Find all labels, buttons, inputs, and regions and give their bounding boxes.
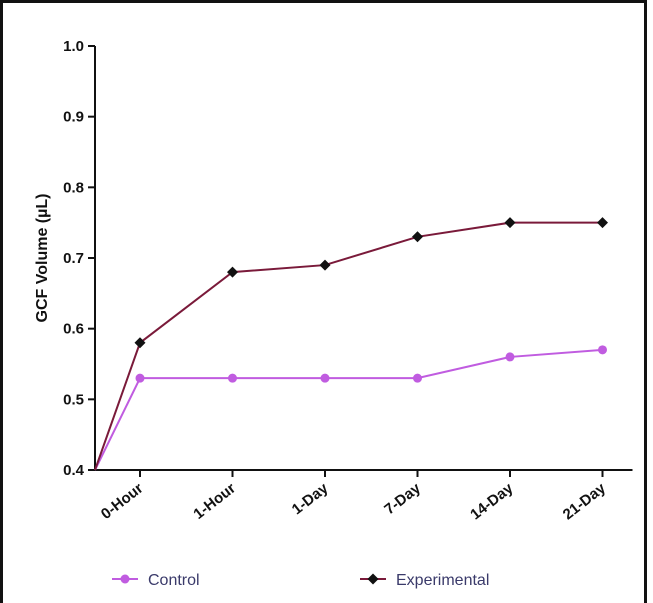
data-point [412, 231, 423, 243]
data-point [228, 373, 237, 383]
data-point [134, 337, 146, 349]
y-axis-title: GCF Volume (µL) [34, 194, 51, 323]
data-point [504, 217, 516, 229]
data-point [597, 217, 608, 229]
series-layer [94, 217, 608, 471]
y-tick-label: 0.4 [63, 462, 85, 479]
x-tick-label: 21-Day [560, 479, 610, 523]
x-tick-label: 1-Hour [190, 480, 239, 523]
legend-item-control: Control [112, 572, 200, 589]
y-tick-label: 0.8 [63, 179, 84, 196]
data-point [227, 266, 238, 278]
data-point [135, 373, 145, 383]
x-tick-label: 14-Day [467, 479, 517, 523]
x-tick-label: 7-Day [381, 479, 424, 518]
data-point [319, 259, 331, 271]
data-point [505, 352, 515, 362]
series-experimental [94, 217, 608, 471]
data-point [413, 373, 422, 383]
series-line [94, 348, 603, 471]
x-tick-label: 1-Day [289, 479, 332, 518]
data-point [598, 345, 607, 355]
y-tick-label: 1.0 [63, 38, 84, 55]
x-axis: 0-Hour 1-Hour 1-Day 7-Day 14-Day 21-Day [95, 469, 633, 523]
legend-label: Experimental [396, 572, 489, 589]
y-tick-label: 0.6 [63, 321, 84, 338]
series-line [94, 221, 603, 471]
y-tick-label: 0.7 [63, 250, 84, 267]
series-control [94, 345, 607, 471]
legend-marker [367, 573, 379, 585]
legend: Control Experimental [112, 572, 489, 589]
y-tick-label: 0.5 [63, 391, 84, 408]
legend-item-experimental: Experimental [360, 572, 489, 589]
y-tick-label: 0.9 [63, 109, 84, 126]
y-axis: 0.4 0.5 0.6 0.7 0.8 0.9 1.0 [63, 38, 96, 479]
x-tick-label: 0-Hour [98, 480, 147, 523]
data-point [320, 373, 330, 383]
legend-label: Control [148, 572, 200, 589]
legend-marker [120, 574, 130, 584]
